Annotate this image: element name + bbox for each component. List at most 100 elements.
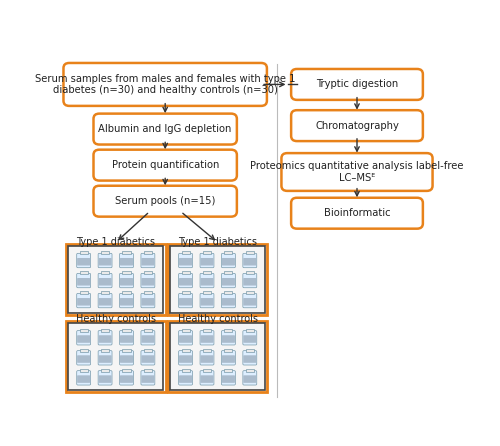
FancyBboxPatch shape xyxy=(98,335,112,343)
FancyBboxPatch shape xyxy=(222,355,235,363)
Bar xyxy=(246,292,254,294)
Bar xyxy=(144,252,152,254)
FancyBboxPatch shape xyxy=(141,273,155,288)
Bar xyxy=(224,272,232,274)
FancyBboxPatch shape xyxy=(200,298,213,306)
Bar xyxy=(203,252,211,254)
FancyBboxPatch shape xyxy=(200,351,214,365)
FancyBboxPatch shape xyxy=(178,371,192,385)
Text: Serum pools (n=15): Serum pools (n=15) xyxy=(115,196,216,206)
Text: Chromatography: Chromatography xyxy=(315,120,399,131)
FancyBboxPatch shape xyxy=(64,63,267,106)
FancyBboxPatch shape xyxy=(244,376,256,383)
FancyBboxPatch shape xyxy=(200,273,214,288)
Text: Tryptic digestion: Tryptic digestion xyxy=(316,79,398,90)
FancyBboxPatch shape xyxy=(243,351,257,365)
FancyBboxPatch shape xyxy=(142,258,154,265)
Bar xyxy=(182,272,190,274)
Bar xyxy=(80,272,88,274)
Text: Healthy controls: Healthy controls xyxy=(178,314,258,324)
FancyBboxPatch shape xyxy=(179,335,192,343)
Bar xyxy=(122,369,130,372)
Bar xyxy=(144,292,152,294)
FancyBboxPatch shape xyxy=(244,355,256,363)
FancyBboxPatch shape xyxy=(200,355,213,363)
FancyBboxPatch shape xyxy=(200,376,213,383)
Text: Proteomics quantitative analysis label-free
LC–MSᴱ: Proteomics quantitative analysis label-f… xyxy=(250,161,464,183)
FancyBboxPatch shape xyxy=(178,273,192,288)
FancyBboxPatch shape xyxy=(120,253,134,268)
FancyBboxPatch shape xyxy=(222,258,235,265)
FancyBboxPatch shape xyxy=(179,376,192,383)
Bar xyxy=(224,369,232,372)
FancyBboxPatch shape xyxy=(142,355,154,363)
FancyBboxPatch shape xyxy=(244,278,256,285)
FancyBboxPatch shape xyxy=(222,278,235,285)
FancyBboxPatch shape xyxy=(222,293,235,308)
FancyBboxPatch shape xyxy=(76,293,90,308)
Bar xyxy=(203,349,211,351)
Bar xyxy=(80,349,88,351)
Bar xyxy=(144,369,152,372)
FancyBboxPatch shape xyxy=(200,335,213,343)
FancyBboxPatch shape xyxy=(98,293,112,308)
Bar xyxy=(80,292,88,294)
Bar xyxy=(203,272,211,274)
Bar xyxy=(203,369,211,372)
FancyBboxPatch shape xyxy=(77,355,90,363)
Bar xyxy=(246,329,254,332)
FancyBboxPatch shape xyxy=(142,376,154,383)
Bar xyxy=(122,252,130,254)
FancyBboxPatch shape xyxy=(179,298,192,306)
Bar xyxy=(246,349,254,351)
FancyBboxPatch shape xyxy=(170,246,265,313)
FancyBboxPatch shape xyxy=(222,330,235,345)
FancyBboxPatch shape xyxy=(120,376,133,383)
FancyBboxPatch shape xyxy=(244,335,256,343)
FancyBboxPatch shape xyxy=(94,186,237,217)
FancyBboxPatch shape xyxy=(98,278,112,285)
FancyBboxPatch shape xyxy=(222,376,235,383)
FancyBboxPatch shape xyxy=(120,371,134,385)
FancyBboxPatch shape xyxy=(179,278,192,285)
FancyBboxPatch shape xyxy=(77,335,90,343)
Text: Type 1 diabetics: Type 1 diabetics xyxy=(76,237,155,247)
FancyBboxPatch shape xyxy=(120,298,133,306)
FancyBboxPatch shape xyxy=(222,335,235,343)
Bar xyxy=(122,292,130,294)
Bar xyxy=(182,292,190,294)
Text: Albumin and IgG depletion: Albumin and IgG depletion xyxy=(98,124,232,134)
FancyBboxPatch shape xyxy=(68,323,163,390)
Text: Bioinformatic: Bioinformatic xyxy=(324,208,390,218)
FancyBboxPatch shape xyxy=(76,330,90,345)
Bar xyxy=(144,329,152,332)
Bar xyxy=(224,349,232,351)
FancyBboxPatch shape xyxy=(141,351,155,365)
FancyBboxPatch shape xyxy=(94,114,237,145)
FancyBboxPatch shape xyxy=(222,371,235,385)
FancyBboxPatch shape xyxy=(120,258,133,265)
FancyBboxPatch shape xyxy=(200,371,214,385)
FancyBboxPatch shape xyxy=(243,371,257,385)
Bar xyxy=(246,369,254,372)
FancyBboxPatch shape xyxy=(77,376,90,383)
FancyBboxPatch shape xyxy=(179,258,192,265)
FancyBboxPatch shape xyxy=(141,293,155,308)
FancyBboxPatch shape xyxy=(76,371,90,385)
FancyBboxPatch shape xyxy=(178,253,192,268)
FancyBboxPatch shape xyxy=(68,246,163,313)
Text: Healthy controls: Healthy controls xyxy=(76,314,156,324)
FancyBboxPatch shape xyxy=(120,335,133,343)
FancyBboxPatch shape xyxy=(222,273,235,288)
Bar xyxy=(101,349,109,351)
Bar xyxy=(246,252,254,254)
FancyBboxPatch shape xyxy=(170,323,265,390)
FancyBboxPatch shape xyxy=(98,371,112,385)
FancyBboxPatch shape xyxy=(141,330,155,345)
Bar xyxy=(80,369,88,372)
Bar xyxy=(182,252,190,254)
Bar xyxy=(101,272,109,274)
Text: Type 1 diabetics: Type 1 diabetics xyxy=(178,237,257,247)
Bar xyxy=(224,292,232,294)
Bar xyxy=(144,349,152,351)
